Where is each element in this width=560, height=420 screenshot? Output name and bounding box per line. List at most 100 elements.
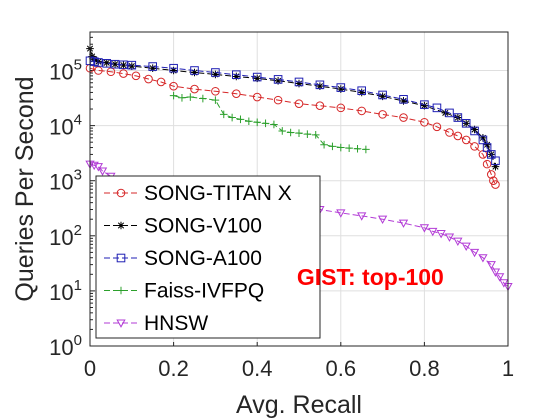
data-point: [252, 92, 262, 102]
legend-label: Faiss-IVFPQ: [144, 280, 264, 303]
data-point: [315, 80, 325, 90]
legend-marker: [116, 253, 126, 263]
data-point: [294, 77, 304, 87]
data-point: [211, 86, 220, 96]
data-point: [378, 92, 387, 101]
data-point: [491, 180, 500, 189]
legend-label: SONG-A100: [144, 247, 262, 270]
data-point: [486, 261, 496, 270]
data-point: [490, 268, 501, 277]
legend-marker: [116, 188, 126, 198]
data-point: [169, 91, 178, 100]
data-point: [453, 113, 463, 122]
data-point: [479, 134, 487, 142]
data-point: [445, 128, 454, 137]
data-point: [128, 62, 136, 70]
data-point: [199, 94, 207, 103]
legend-label: HNSW: [144, 312, 208, 335]
data-point: [491, 162, 500, 171]
x-tick-label: 1: [502, 356, 514, 381]
data-point: [119, 60, 128, 70]
data-point: [357, 88, 366, 97]
legend-marker: [117, 221, 125, 230]
data-point: [148, 64, 157, 73]
series-faiss-ivfpq: [169, 91, 370, 154]
data-point: [491, 156, 500, 166]
x-tick-label: 0.8: [409, 356, 440, 381]
data-point: [232, 72, 241, 81]
data-point: [144, 74, 153, 84]
legend: SONG-TITAN X SONG-V100 SONG-A100 Faiss-IVFP…: [95, 175, 321, 339]
data-point: [461, 135, 471, 145]
data-point: [232, 70, 241, 79]
data-point: [211, 68, 220, 77]
data-point: [445, 108, 454, 118]
data-point: [453, 237, 463, 246]
y-tick-label: 100: [49, 332, 82, 360]
data-point: [252, 72, 262, 82]
data-point: [336, 83, 346, 92]
data-point: [253, 118, 261, 127]
data-point: [88, 52, 96, 61]
data-point: [486, 170, 496, 179]
data-point: [494, 273, 505, 282]
y-tick-label: 101: [49, 277, 82, 305]
data-point: [110, 59, 120, 69]
data-point: [253, 74, 261, 83]
data-point: [111, 60, 119, 69]
data-point: [270, 120, 278, 129]
data-point: [127, 60, 137, 70]
data-point: [102, 59, 111, 67]
legend-box: [95, 175, 321, 339]
data-point: [295, 79, 303, 88]
data-point: [148, 62, 157, 71]
data-point: [336, 209, 346, 218]
data-point: [320, 140, 328, 149]
data-point: [316, 82, 324, 90]
legend-marker: [117, 286, 125, 295]
data-point: [461, 242, 471, 251]
data-point: [278, 127, 287, 135]
series-song-titan-x: [85, 63, 500, 189]
data-point: [286, 128, 295, 137]
data-point: [399, 95, 408, 104]
data-point: [353, 144, 362, 153]
data-point: [357, 106, 367, 116]
data-point: [295, 129, 303, 137]
data-point: [228, 113, 236, 122]
data-point: [261, 119, 270, 128]
data-point: [273, 75, 283, 84]
data-point: [274, 77, 282, 85]
data-point: [178, 93, 186, 102]
y-tick-label: 102: [49, 222, 82, 250]
data-point: [420, 101, 429, 110]
legend-label: SONG-V100: [144, 215, 262, 238]
data-point: [432, 122, 442, 132]
data-point: [97, 167, 108, 176]
data-point: [483, 140, 491, 149]
data-point: [93, 163, 104, 172]
x-tick-label: 0.6: [326, 356, 357, 381]
data-point: [186, 93, 195, 101]
series-song-a100: [85, 56, 500, 166]
legend-marker: [116, 319, 126, 328]
data-point: [419, 224, 430, 233]
series-line: [89, 60, 496, 162]
data-point: [428, 227, 438, 237]
data-point: [169, 66, 178, 75]
annotation-label: GIST: top-100: [297, 264, 444, 290]
data-point: [119, 61, 128, 69]
data-point: [357, 86, 366, 96]
data-point: [398, 219, 409, 228]
y-axis-title: Queries Per Second: [11, 76, 39, 301]
data-point: [453, 131, 463, 141]
data-point: [236, 115, 245, 124]
plot-frame: [89, 31, 509, 347]
data-point: [362, 145, 370, 154]
data-point: [432, 103, 442, 113]
x-tick-label: 0.4: [242, 356, 273, 381]
data-point: [190, 68, 199, 77]
y-tick-label: 104: [49, 112, 82, 140]
data-point: [245, 117, 253, 126]
data-point: [378, 110, 387, 119]
